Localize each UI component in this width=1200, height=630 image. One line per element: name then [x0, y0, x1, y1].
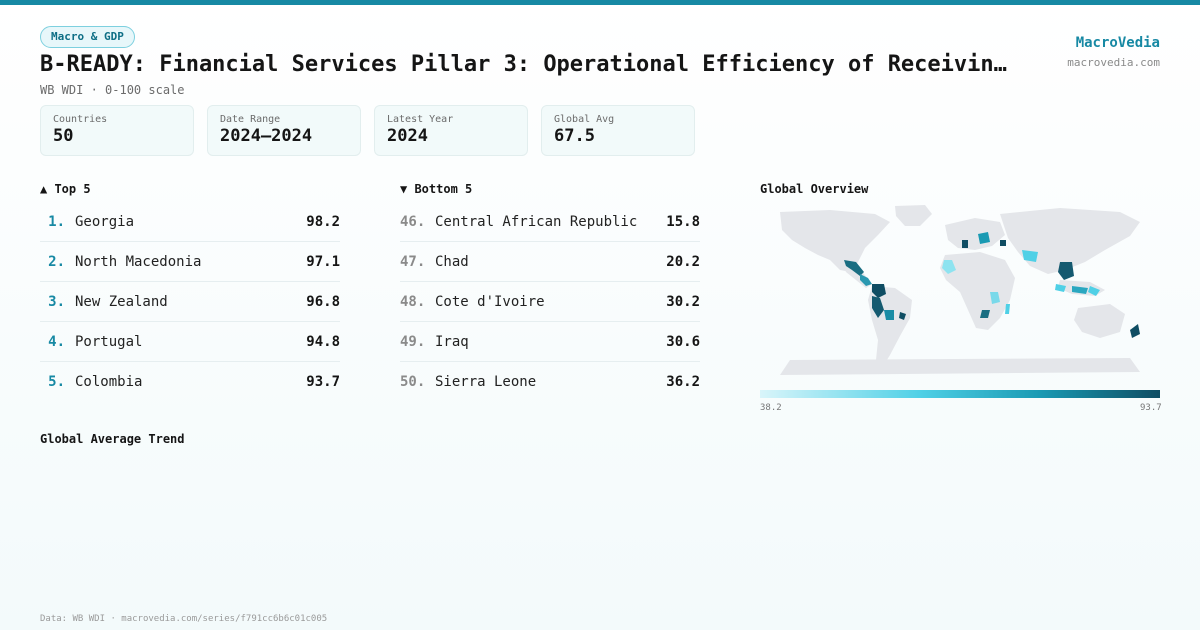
country-new-zealand: [1130, 324, 1140, 338]
landmass-greenland: [895, 205, 932, 226]
country-name: Iraq: [435, 333, 469, 350]
bottom-5-list: 46. Central African Republic 15.8 47. Ch…: [400, 202, 700, 402]
landmass-africa: [940, 252, 1015, 330]
bottom-5-heading: ▼ Bottom 5: [400, 182, 473, 196]
source-footer[interactable]: Data: WB WDI · macrovedia.com/series/f79…: [40, 614, 328, 624]
data-countries: [844, 232, 1140, 338]
stat-value: 2024: [387, 126, 428, 146]
list-item[interactable]: 5. Colombia 93.7: [40, 362, 340, 402]
country-name: Chad: [435, 253, 469, 270]
country-name: Portugal: [75, 333, 143, 350]
stat-label: Countries: [53, 114, 108, 125]
country-value: 30.6: [666, 333, 700, 350]
country-east-asia: [1058, 262, 1074, 280]
country-africa-south: [980, 310, 990, 318]
country-se-asia-2: [1072, 286, 1088, 294]
country-value: 36.2: [666, 374, 700, 390]
country-value: 20.2: [666, 253, 700, 270]
country-value: 15.8: [666, 213, 700, 230]
stat-card-latest-year: Latest Year 2024: [374, 105, 528, 156]
list-item[interactable]: 48. Cote d'Ivoire 30.2: [400, 282, 700, 322]
country-se-asia-3: [1088, 286, 1100, 296]
stat-value: 67.5: [554, 126, 595, 146]
country-name: Georgia: [75, 213, 135, 230]
land-masses: [780, 205, 1140, 375]
world-choropleth-map[interactable]: [760, 200, 1160, 385]
country-colombia: [872, 284, 886, 298]
country-value: 96.8: [306, 293, 340, 310]
stat-label: Latest Year: [387, 114, 454, 125]
category-badge[interactable]: Macro & GDP: [40, 26, 135, 48]
legend-min-label: 38.2: [760, 403, 782, 413]
country-name: Cote d'Ivoire: [435, 293, 545, 310]
country-peru: [872, 296, 884, 318]
rank-number: 50.: [400, 374, 426, 390]
list-item[interactable]: 4. Portugal 94.8: [40, 322, 340, 362]
country-georgia: [1000, 240, 1006, 246]
country-name: Colombia: [75, 374, 143, 390]
world-map-svg: [780, 205, 1140, 375]
rank-number: 5.: [48, 374, 65, 390]
landmass-north-america: [780, 210, 890, 272]
country-central-am: [860, 274, 872, 286]
stat-card-global-avg: Global Avg 67.5: [541, 105, 695, 156]
list-item[interactable]: 3. New Zealand 96.8: [40, 282, 340, 322]
landmass-australia: [1074, 304, 1125, 338]
country-value: 30.2: [666, 293, 700, 310]
global-average-trend-heading: Global Average Trend: [40, 432, 185, 446]
legend-max-label: 93.7: [1140, 403, 1162, 413]
landmass-europe: [945, 218, 1005, 250]
rank-number: 47.: [400, 253, 426, 270]
top-5-list: 1. Georgia 98.2 2. North Macedonia 97.1 …: [40, 202, 340, 402]
stat-value: 50: [53, 126, 74, 146]
landmass-antarctica: [780, 358, 1140, 375]
rank-number: 3.: [48, 293, 65, 310]
rank-number: 49.: [400, 333, 426, 350]
country-mexico: [844, 260, 864, 276]
country-name: Sierra Leone: [435, 374, 537, 390]
country-bolivia: [884, 310, 894, 320]
rank-number: 1.: [48, 213, 65, 230]
list-item[interactable]: 50. Sierra Leone 36.2: [400, 362, 700, 402]
top-accent-bar: [0, 0, 1200, 5]
country-africa-east: [990, 292, 1000, 304]
rank-number: 2.: [48, 253, 65, 270]
country-value: 93.7: [306, 374, 340, 390]
rank-number: 4.: [48, 333, 65, 350]
country-value: 94.8: [306, 333, 340, 350]
stat-value: 2024–2024: [220, 126, 313, 146]
brand-url[interactable]: macrovedia.com: [1067, 56, 1160, 69]
global-overview-heading: Global Overview: [760, 182, 869, 196]
country-name: New Zealand: [75, 293, 168, 310]
country-europe-1: [978, 232, 990, 244]
rank-number: 46.: [400, 213, 426, 230]
stat-label: Date Range: [220, 114, 281, 125]
stat-card-countries: Countries 50: [40, 105, 194, 156]
country-value: 98.2: [306, 213, 340, 230]
country-europe-2: [962, 240, 968, 248]
country-central-asia: [1022, 250, 1038, 262]
top-5-heading: ▲ Top 5: [40, 182, 91, 196]
list-item[interactable]: 47. Chad 20.2: [400, 242, 700, 282]
page-title: B-READY: Financial Services Pillar 3: Op…: [40, 52, 1007, 77]
list-item[interactable]: 49. Iraq 30.6: [400, 322, 700, 362]
rank-number: 48.: [400, 293, 426, 310]
country-west-africa: [942, 260, 956, 274]
brand-logo[interactable]: MacroVedia: [1075, 35, 1160, 51]
page-subtitle: WB WDI · 0-100 scale: [40, 83, 185, 97]
map-color-legend: [760, 390, 1160, 398]
country-chile-sm: [899, 312, 906, 320]
list-item[interactable]: 2. North Macedonia 97.1: [40, 242, 340, 282]
stat-card-date-range: Date Range 2024–2024: [207, 105, 361, 156]
country-se-asia-1: [1055, 284, 1066, 292]
country-value: 97.1: [306, 253, 340, 270]
list-item[interactable]: 1. Georgia 98.2: [40, 202, 340, 242]
country-madagascar: [1005, 304, 1010, 314]
country-name: North Macedonia: [75, 253, 202, 270]
list-item[interactable]: 46. Central African Republic 15.8: [400, 202, 700, 242]
country-name: Central African Republic: [435, 213, 638, 230]
stat-label: Global Avg: [554, 114, 615, 125]
